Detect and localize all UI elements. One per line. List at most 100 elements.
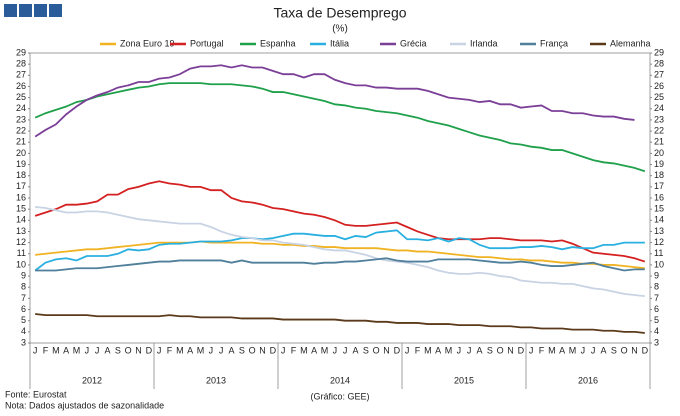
y-tick-label: 27 (16, 70, 26, 80)
x-tick-label: J (405, 345, 410, 355)
x-tick-label: N (135, 345, 142, 355)
y-tick-label: 29 (16, 47, 26, 57)
x-tick-label: F (291, 345, 297, 355)
x-tick-label: M (197, 345, 205, 355)
x-tick-label: A (600, 345, 606, 355)
y2-tick-label: 22 (654, 125, 664, 135)
legend-label: Espanha (260, 38, 296, 48)
x-tick-label: A (63, 345, 69, 355)
year-label: 2013 (206, 375, 226, 385)
series-line (34, 180, 646, 263)
y2-tick-label: 5 (654, 315, 659, 325)
x-tick-label: O (373, 345, 380, 355)
y2-tick-label: 9 (654, 270, 659, 280)
x-tick-label: J (333, 345, 338, 355)
x-tick-label: J (343, 345, 348, 355)
x-tick-label: N (507, 345, 514, 355)
x-tick-label: J (95, 345, 100, 355)
y-tick-label: 21 (16, 137, 26, 147)
x-tick-label: J (157, 345, 162, 355)
x-tick-label: J (85, 345, 90, 355)
x-tick-label: A (228, 345, 234, 355)
year-label: 2016 (578, 375, 598, 385)
x-tick-label: S (363, 345, 369, 355)
x-tick-label: O (621, 345, 628, 355)
year-label: 2012 (82, 375, 102, 385)
x-tick-label: S (239, 345, 245, 355)
x-tick-label: D (518, 345, 525, 355)
y-tick-label: 6 (21, 304, 26, 314)
y-tick-label: 22 (16, 125, 26, 135)
plot-frame (29, 52, 651, 344)
y-tick-label: 18 (16, 170, 26, 180)
y-tick-label: 26 (16, 81, 26, 91)
source: Fonte: Eurostat (5, 389, 67, 399)
y2-tick-label: 25 (654, 92, 664, 102)
series-line (35, 257, 645, 272)
note: Nota: Dados ajustados de sazonalidade (5, 400, 164, 410)
x-tick-label: M (569, 345, 577, 355)
x-tick-label: A (352, 345, 358, 355)
y2-tick-label: 7 (654, 293, 659, 303)
year-label: 2015 (454, 375, 474, 385)
year-label: 2014 (330, 375, 350, 385)
x-tick-label: N (631, 345, 638, 355)
y-tick-label: 9 (21, 270, 26, 280)
y2-tick-label: 16 (654, 192, 664, 202)
x-tick-label: A (311, 345, 317, 355)
x-tick-label: M (548, 345, 556, 355)
x-tick-label: J (529, 345, 534, 355)
y-tick-label: 12 (16, 237, 26, 247)
y-tick-label: 25 (16, 92, 26, 102)
y2-tick-label: 10 (654, 259, 664, 269)
y-tick-label: 5 (21, 315, 26, 325)
x-tick-label: S (115, 345, 121, 355)
x-tick-label: D (270, 345, 277, 355)
y-tick-label: 8 (21, 282, 26, 292)
x-tick-label: J (33, 345, 38, 355)
credit: (Gráfico: GEE) (310, 391, 369, 401)
x-tick-label: M (445, 345, 453, 355)
legend-label: Portugal (190, 38, 224, 48)
x-tick-label: J (219, 345, 224, 355)
series-line (34, 64, 635, 138)
y-tick-label: 10 (16, 259, 26, 269)
y-tick-label: 19 (16, 159, 26, 169)
y2-tick-label: 4 (654, 326, 659, 336)
y2-tick-label: 3 (654, 337, 659, 347)
y2-tick-label: 12 (654, 237, 664, 247)
x-tick-label: J (457, 345, 462, 355)
y-tick-label: 3 (21, 337, 26, 347)
y2-tick-label: 14 (654, 215, 664, 225)
x-tick-label: M (52, 345, 60, 355)
y2-tick-label: 19 (654, 159, 664, 169)
y-tick-label: 7 (21, 293, 26, 303)
x-tick-label: J (581, 345, 586, 355)
x-tick-label: N (259, 345, 266, 355)
x-tick-label: A (559, 345, 565, 355)
y-tick-label: 4 (21, 326, 26, 336)
y-tick-label: 11 (17, 248, 26, 258)
y2-tick-label: 13 (654, 226, 664, 236)
chart-title: Taxa de Desemprego (273, 5, 406, 21)
x-tick-label: F (415, 345, 421, 355)
x-tick-label: M (321, 345, 329, 355)
y2-tick-label: 15 (654, 204, 664, 214)
x-tick-label: O (125, 345, 132, 355)
legend-label: Grécia (400, 38, 427, 48)
y2-tick-label: 20 (654, 148, 664, 158)
y2-tick-label: 28 (654, 59, 664, 69)
y-tick-label: 28 (16, 59, 26, 69)
legend-label: França (540, 38, 568, 48)
x-tick-label: O (497, 345, 504, 355)
legend-label: Alemanha (610, 38, 651, 48)
y-tick-label: 23 (16, 114, 26, 124)
chart-subtitle: (%) (332, 24, 348, 35)
y2-tick-label: 24 (654, 103, 664, 113)
x-tick-label: J (209, 345, 214, 355)
series-line (34, 82, 646, 173)
x-tick-label: D (642, 345, 649, 355)
x-tick-label: D (146, 345, 153, 355)
series-line (35, 313, 645, 334)
